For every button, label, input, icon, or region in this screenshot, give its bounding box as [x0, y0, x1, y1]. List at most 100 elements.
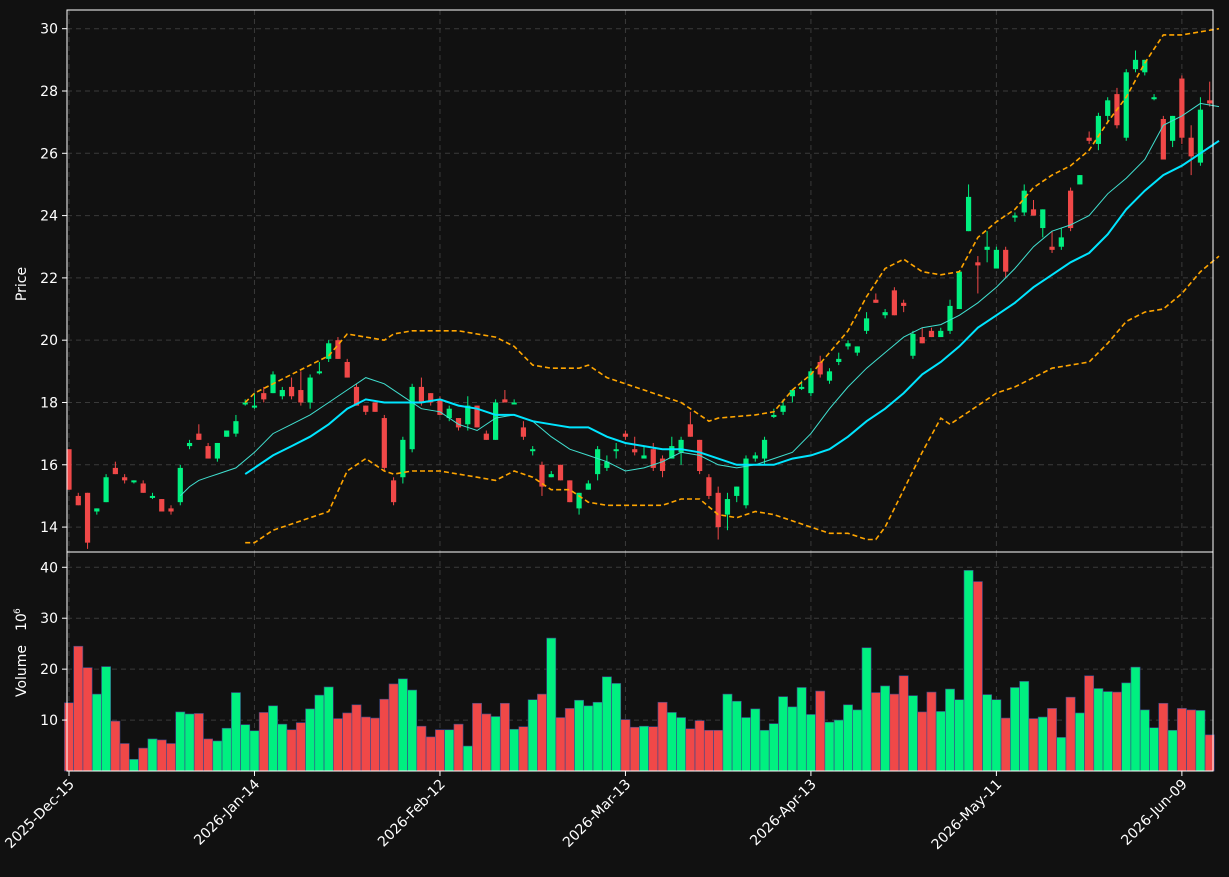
volume-bar: [407, 689, 418, 772]
candle-body: [1086, 137, 1092, 141]
candle-body: [910, 333, 916, 356]
volume-bar: [129, 758, 139, 772]
candle-body: [928, 330, 935, 338]
candle-body: [799, 386, 805, 389]
volume-bar: [314, 694, 325, 772]
volume-bar: [379, 698, 390, 772]
candle-body: [1058, 237, 1064, 247]
volume-bar: [435, 729, 445, 772]
candle-body: [659, 458, 666, 472]
volume-bar: [1084, 675, 1095, 772]
volume-bar: [212, 740, 223, 772]
volume-bar: [1167, 729, 1178, 772]
candle-body: [279, 390, 285, 397]
volume-bar: [1149, 727, 1159, 772]
candle-body: [1012, 215, 1018, 218]
candle-body: [177, 467, 183, 503]
candle-body: [307, 377, 313, 403]
volume-bar: [611, 683, 622, 772]
candle-body: [474, 405, 480, 428]
price-overlays: [179, 27, 1220, 544]
candle-body: [993, 249, 999, 269]
volume-bar: [370, 717, 380, 772]
volume-bar: [1000, 717, 1011, 772]
volume-bar: [676, 717, 686, 772]
volume-bar: [1037, 716, 1048, 772]
volume-panel-frame: [66, 551, 1214, 772]
candle-body: [196, 433, 202, 440]
candle-body: [168, 508, 174, 512]
candle-body: [548, 474, 554, 478]
volume-bar: [666, 712, 677, 772]
candle-body: [94, 508, 100, 512]
volume-bar: [722, 693, 733, 772]
volume-bar: [731, 700, 742, 772]
volume-bar: [1093, 688, 1104, 772]
candle-body: [186, 442, 193, 447]
candle-body: [520, 427, 527, 437]
volume-bar: [1130, 666, 1141, 772]
volume-bar: [972, 581, 983, 772]
candle-body: [780, 405, 786, 412]
candle-body: [511, 402, 517, 405]
volume-y-tick-label: 10: [40, 713, 58, 729]
candle-body: [446, 408, 452, 419]
candle-body: [1197, 109, 1204, 163]
volume-bar: [147, 738, 158, 772]
volume-bar: [1019, 681, 1030, 772]
candle-body: [437, 399, 443, 415]
volume-bar: [1010, 687, 1020, 772]
candle-body: [1123, 72, 1129, 138]
volume-bar: [138, 747, 149, 772]
volume-axis-label: Volume: [14, 645, 30, 697]
volume-bar: [796, 687, 807, 772]
volume-bar: [499, 702, 510, 772]
volume-bar: [1186, 709, 1197, 772]
bollinger-lower-line: [245, 255, 1220, 544]
volume-bar: [537, 693, 547, 772]
candle-body: [873, 299, 879, 303]
volume-bar: [305, 708, 316, 772]
candle-body: [1049, 246, 1055, 250]
candle-body: [149, 495, 156, 498]
candle-body: [140, 483, 146, 493]
candle-body: [251, 405, 258, 408]
candle-body: [817, 361, 823, 375]
candle-body: [734, 486, 740, 496]
volume-bar: [601, 676, 612, 772]
candle-body: [1021, 190, 1027, 213]
volume-bar: [592, 701, 603, 772]
volume-bar: [268, 705, 278, 772]
volume-bar: [444, 729, 455, 772]
candle-body: [326, 343, 332, 359]
price-y-tick-label: 28: [40, 84, 58, 100]
candle-body: [418, 386, 425, 403]
volume-bar: [694, 720, 705, 772]
volume-bar: [1112, 691, 1122, 772]
volume-bar: [713, 729, 724, 772]
volume-bar: [360, 716, 371, 772]
volume-bar: [1176, 708, 1187, 772]
volume-bar: [898, 675, 909, 772]
candle-body: [261, 393, 267, 400]
candle-body: [493, 402, 499, 440]
candle-body: [919, 337, 925, 344]
candle-body: [335, 340, 341, 359]
candle-body: [808, 371, 814, 394]
candle-body: [390, 480, 397, 503]
volume-bar: [657, 701, 668, 772]
candle-body: [595, 449, 601, 475]
volume-bar: [1065, 696, 1076, 772]
volume-bar: [1195, 710, 1206, 772]
candle-body: [984, 246, 990, 250]
candle-body: [938, 330, 944, 338]
volume-bar: [481, 713, 492, 772]
volume-bar: [778, 696, 788, 772]
volume-bar: [221, 727, 232, 772]
candle-body: [353, 386, 360, 406]
grid: [67, 10, 1213, 771]
volume-bar: [518, 726, 529, 772]
volume-bar: [166, 743, 176, 772]
volume-bar: [833, 719, 844, 772]
volume-y-tick-label: 40: [40, 560, 58, 576]
